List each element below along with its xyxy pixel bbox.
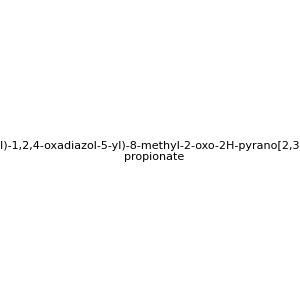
Text: (3-(3-(2-fluorophenyl)-1,2,4-oxadiazol-5-yl)-8-methyl-2-oxo-2H-pyrano[2,3-c]pyri: (3-(3-(2-fluorophenyl)-1,2,4-oxadiazol-5… [0, 141, 300, 162]
